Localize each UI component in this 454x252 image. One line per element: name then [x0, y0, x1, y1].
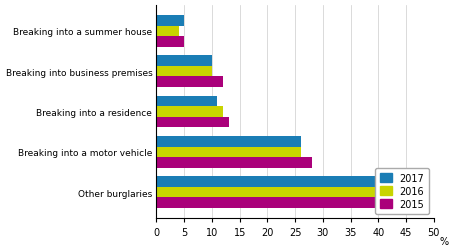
Bar — [157, 67, 212, 77]
Bar — [157, 107, 223, 117]
Bar — [157, 117, 228, 128]
Bar — [157, 37, 184, 47]
Bar — [157, 26, 179, 37]
Bar — [157, 177, 428, 187]
Text: %: % — [439, 237, 449, 246]
Bar — [157, 147, 301, 158]
Bar — [157, 158, 312, 168]
Bar — [157, 96, 217, 107]
Bar — [157, 16, 184, 26]
Bar — [157, 137, 301, 147]
Bar — [157, 56, 212, 67]
Legend: 2017, 2016, 2015: 2017, 2016, 2015 — [375, 168, 429, 214]
Bar — [157, 77, 223, 87]
Bar — [157, 187, 428, 198]
Bar — [157, 198, 395, 208]
